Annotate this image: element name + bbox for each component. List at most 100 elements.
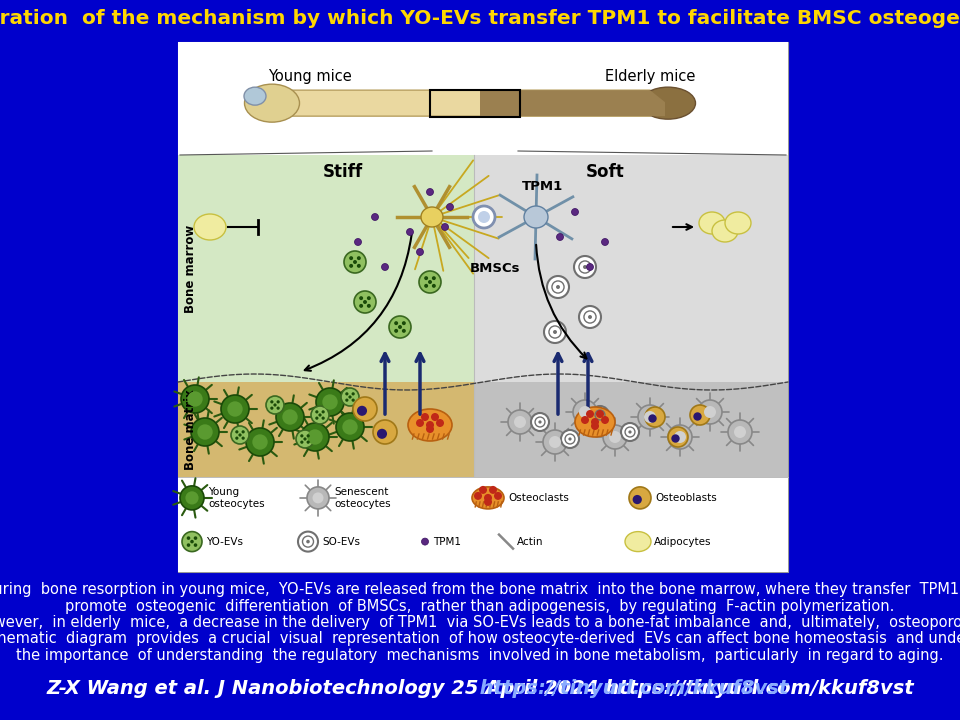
Circle shape xyxy=(359,296,363,300)
Circle shape xyxy=(406,228,414,235)
Circle shape xyxy=(484,494,492,502)
FancyBboxPatch shape xyxy=(178,382,474,477)
FancyBboxPatch shape xyxy=(474,382,788,477)
FancyBboxPatch shape xyxy=(178,477,788,572)
Circle shape xyxy=(431,413,439,421)
Circle shape xyxy=(228,401,243,417)
Ellipse shape xyxy=(245,84,300,122)
Circle shape xyxy=(276,400,279,403)
Circle shape xyxy=(402,329,406,333)
Circle shape xyxy=(561,430,579,448)
Circle shape xyxy=(571,209,579,215)
Text: the importance  of understanding  the regulatory  mechanisms  involved in bone m: the importance of understanding the regu… xyxy=(16,648,944,663)
Circle shape xyxy=(276,403,304,431)
Circle shape xyxy=(235,431,238,433)
Circle shape xyxy=(221,395,249,423)
Circle shape xyxy=(344,251,366,273)
Circle shape xyxy=(424,284,428,288)
Circle shape xyxy=(629,431,632,433)
Circle shape xyxy=(307,487,329,509)
Circle shape xyxy=(348,395,351,399)
Circle shape xyxy=(547,276,569,298)
Ellipse shape xyxy=(472,487,504,509)
Text: Senescent
osteocytes: Senescent osteocytes xyxy=(334,487,391,509)
Circle shape xyxy=(303,437,306,441)
Circle shape xyxy=(319,413,322,417)
Circle shape xyxy=(322,410,324,413)
Circle shape xyxy=(583,265,587,269)
Circle shape xyxy=(367,304,371,308)
Circle shape xyxy=(296,430,314,448)
Text: Actin: Actin xyxy=(517,536,543,546)
Circle shape xyxy=(442,223,448,230)
Circle shape xyxy=(426,189,434,196)
Circle shape xyxy=(633,495,642,504)
Circle shape xyxy=(313,492,324,503)
Ellipse shape xyxy=(725,212,751,234)
Circle shape xyxy=(180,486,204,510)
Circle shape xyxy=(648,414,657,423)
Circle shape xyxy=(531,413,549,431)
Circle shape xyxy=(181,385,209,413)
Circle shape xyxy=(671,434,680,443)
Circle shape xyxy=(588,315,592,319)
Circle shape xyxy=(629,487,651,509)
Circle shape xyxy=(194,536,198,540)
Text: Soft: Soft xyxy=(586,163,624,181)
Circle shape xyxy=(182,531,202,552)
Circle shape xyxy=(300,434,303,438)
Circle shape xyxy=(581,416,589,424)
Text: Osteoblasts: Osteoblasts xyxy=(655,493,717,503)
Circle shape xyxy=(474,492,482,500)
Circle shape xyxy=(426,425,434,433)
Circle shape xyxy=(395,321,398,325)
Circle shape xyxy=(377,428,387,439)
Circle shape xyxy=(246,428,274,456)
FancyBboxPatch shape xyxy=(178,42,788,572)
Circle shape xyxy=(274,403,276,407)
Circle shape xyxy=(609,431,621,443)
Circle shape xyxy=(398,325,402,329)
Circle shape xyxy=(252,434,268,450)
Circle shape xyxy=(416,419,424,427)
Text: TPM1: TPM1 xyxy=(433,536,461,546)
Circle shape xyxy=(373,420,397,444)
Ellipse shape xyxy=(194,214,226,240)
Circle shape xyxy=(428,280,432,284)
Circle shape xyxy=(349,256,353,260)
Ellipse shape xyxy=(244,87,266,105)
Text: Osteoclasts: Osteoclasts xyxy=(508,493,569,503)
Ellipse shape xyxy=(524,206,548,228)
Circle shape xyxy=(579,306,601,328)
Text: Young mice: Young mice xyxy=(268,69,352,84)
Circle shape xyxy=(357,256,361,260)
Circle shape xyxy=(432,276,436,280)
Circle shape xyxy=(539,420,541,423)
Circle shape xyxy=(191,418,219,446)
Text: YO-EVs: YO-EVs xyxy=(206,536,243,546)
Circle shape xyxy=(336,413,364,441)
Circle shape xyxy=(238,433,242,436)
Circle shape xyxy=(436,419,444,427)
Circle shape xyxy=(690,405,710,425)
Circle shape xyxy=(419,271,441,293)
Circle shape xyxy=(734,426,746,438)
Circle shape xyxy=(478,211,490,223)
Text: Z-X Wang et al. J Nanobiotechnology 25 April 2024 https://tinyurl.com/kkuf8vst: Z-X Wang et al. J Nanobiotechnology 25 A… xyxy=(46,679,914,698)
Circle shape xyxy=(484,498,492,506)
Circle shape xyxy=(282,409,298,425)
Circle shape xyxy=(591,406,609,424)
Circle shape xyxy=(417,248,423,256)
Circle shape xyxy=(668,427,688,447)
Circle shape xyxy=(549,436,561,448)
Circle shape xyxy=(446,204,453,210)
Text: Bone marrow: Bone marrow xyxy=(184,225,198,312)
Text: SO-EVs: SO-EVs xyxy=(322,536,360,546)
Text: Adipocytes: Adipocytes xyxy=(654,536,711,546)
Circle shape xyxy=(298,531,318,552)
Circle shape xyxy=(343,419,358,435)
Circle shape xyxy=(300,441,303,444)
Circle shape xyxy=(357,264,361,268)
Circle shape xyxy=(187,391,203,407)
Circle shape xyxy=(185,491,199,505)
